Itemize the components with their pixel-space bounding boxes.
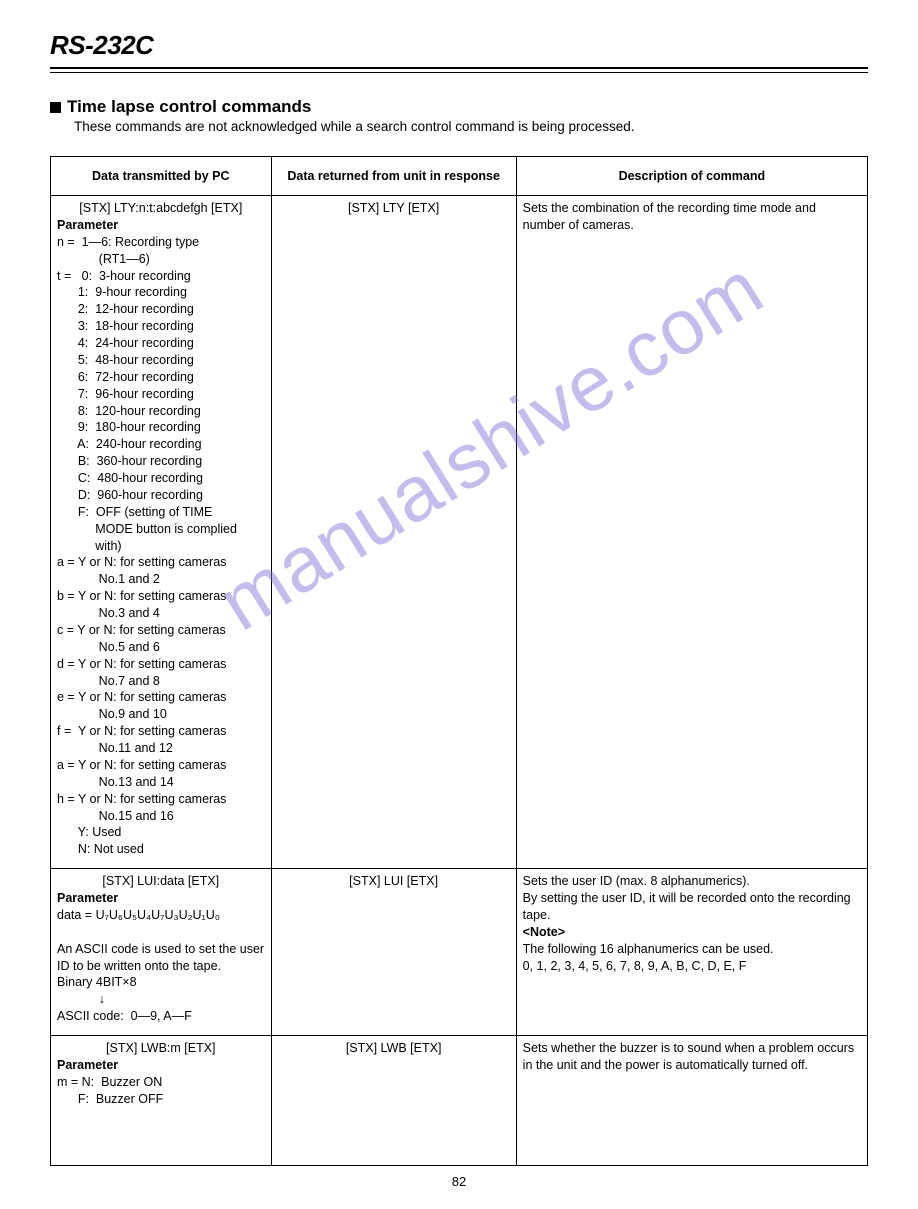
table-row: [STX] LTY:n:t:abcdefgh [ETX] Parameter n… bbox=[51, 196, 868, 869]
tx-cell: [STX] LTY:n:t:abcdefgh [ETX] Parameter n… bbox=[51, 196, 272, 869]
table-header-col2: Data returned from unit in response bbox=[271, 157, 516, 196]
tx-command: [STX] LTY:n:t:abcdefgh [ETX] bbox=[57, 200, 265, 217]
desc-cell: Sets the user ID (max. 8 alphanumerics).… bbox=[516, 869, 867, 1036]
tx-body: m = N: Buzzer ON F: Buzzer OFF bbox=[57, 1074, 265, 1108]
tx-body: data = U₇U₆U₅U₄U₇U₃U₂U₁U₀ An ASCII code … bbox=[57, 907, 265, 1025]
parameter-label: Parameter bbox=[57, 890, 265, 907]
desc-cell: Sets the combination of the recording ti… bbox=[516, 196, 867, 869]
parameter-label: Parameter bbox=[57, 217, 265, 234]
section-subtitle: These commands are not acknowledged whil… bbox=[74, 119, 868, 134]
rx-cell: [STX] LTY [ETX] bbox=[271, 196, 516, 869]
tx-command: [STX] LWB:m [ETX] bbox=[57, 1040, 265, 1057]
table-row: [STX] LWB:m [ETX] Parameter m = N: Buzze… bbox=[51, 1036, 868, 1166]
title-rule bbox=[50, 67, 868, 73]
page-number: 82 bbox=[50, 1174, 868, 1189]
rx-command: [STX] LUI [ETX] bbox=[278, 873, 510, 890]
tx-cell: [STX] LUI:data [ETX] Parameter data = U₇… bbox=[51, 869, 272, 1036]
section-heading: Time lapse control commands bbox=[50, 97, 868, 117]
commands-table: Data transmitted by PC Data returned fro… bbox=[50, 156, 868, 1166]
rx-command: [STX] LTY [ETX] bbox=[278, 200, 510, 217]
rx-cell: [STX] LWB [ETX] bbox=[271, 1036, 516, 1166]
table-header-col3: Description of command bbox=[516, 157, 867, 196]
table-row: [STX] LUI:data [ETX] Parameter data = U₇… bbox=[51, 869, 868, 1036]
table-header-row: Data transmitted by PC Data returned fro… bbox=[51, 157, 868, 196]
desc-cell: Sets whether the buzzer is to sound when… bbox=[516, 1036, 867, 1166]
table-header-col1: Data transmitted by PC bbox=[51, 157, 272, 196]
rx-cell: [STX] LUI [ETX] bbox=[271, 869, 516, 1036]
tx-command: [STX] LUI:data [ETX] bbox=[57, 873, 265, 890]
page-title: RS-232C bbox=[50, 30, 868, 61]
section-title: Time lapse control commands bbox=[67, 97, 311, 117]
parameter-label: Parameter bbox=[57, 1057, 265, 1074]
tx-body: n = 1—6: Recording type (RT1—6) t = 0: 3… bbox=[57, 234, 265, 858]
tx-cell: [STX] LWB:m [ETX] Parameter m = N: Buzze… bbox=[51, 1036, 272, 1166]
rx-command: [STX] LWB [ETX] bbox=[278, 1040, 510, 1057]
square-bullet-icon bbox=[50, 102, 61, 113]
